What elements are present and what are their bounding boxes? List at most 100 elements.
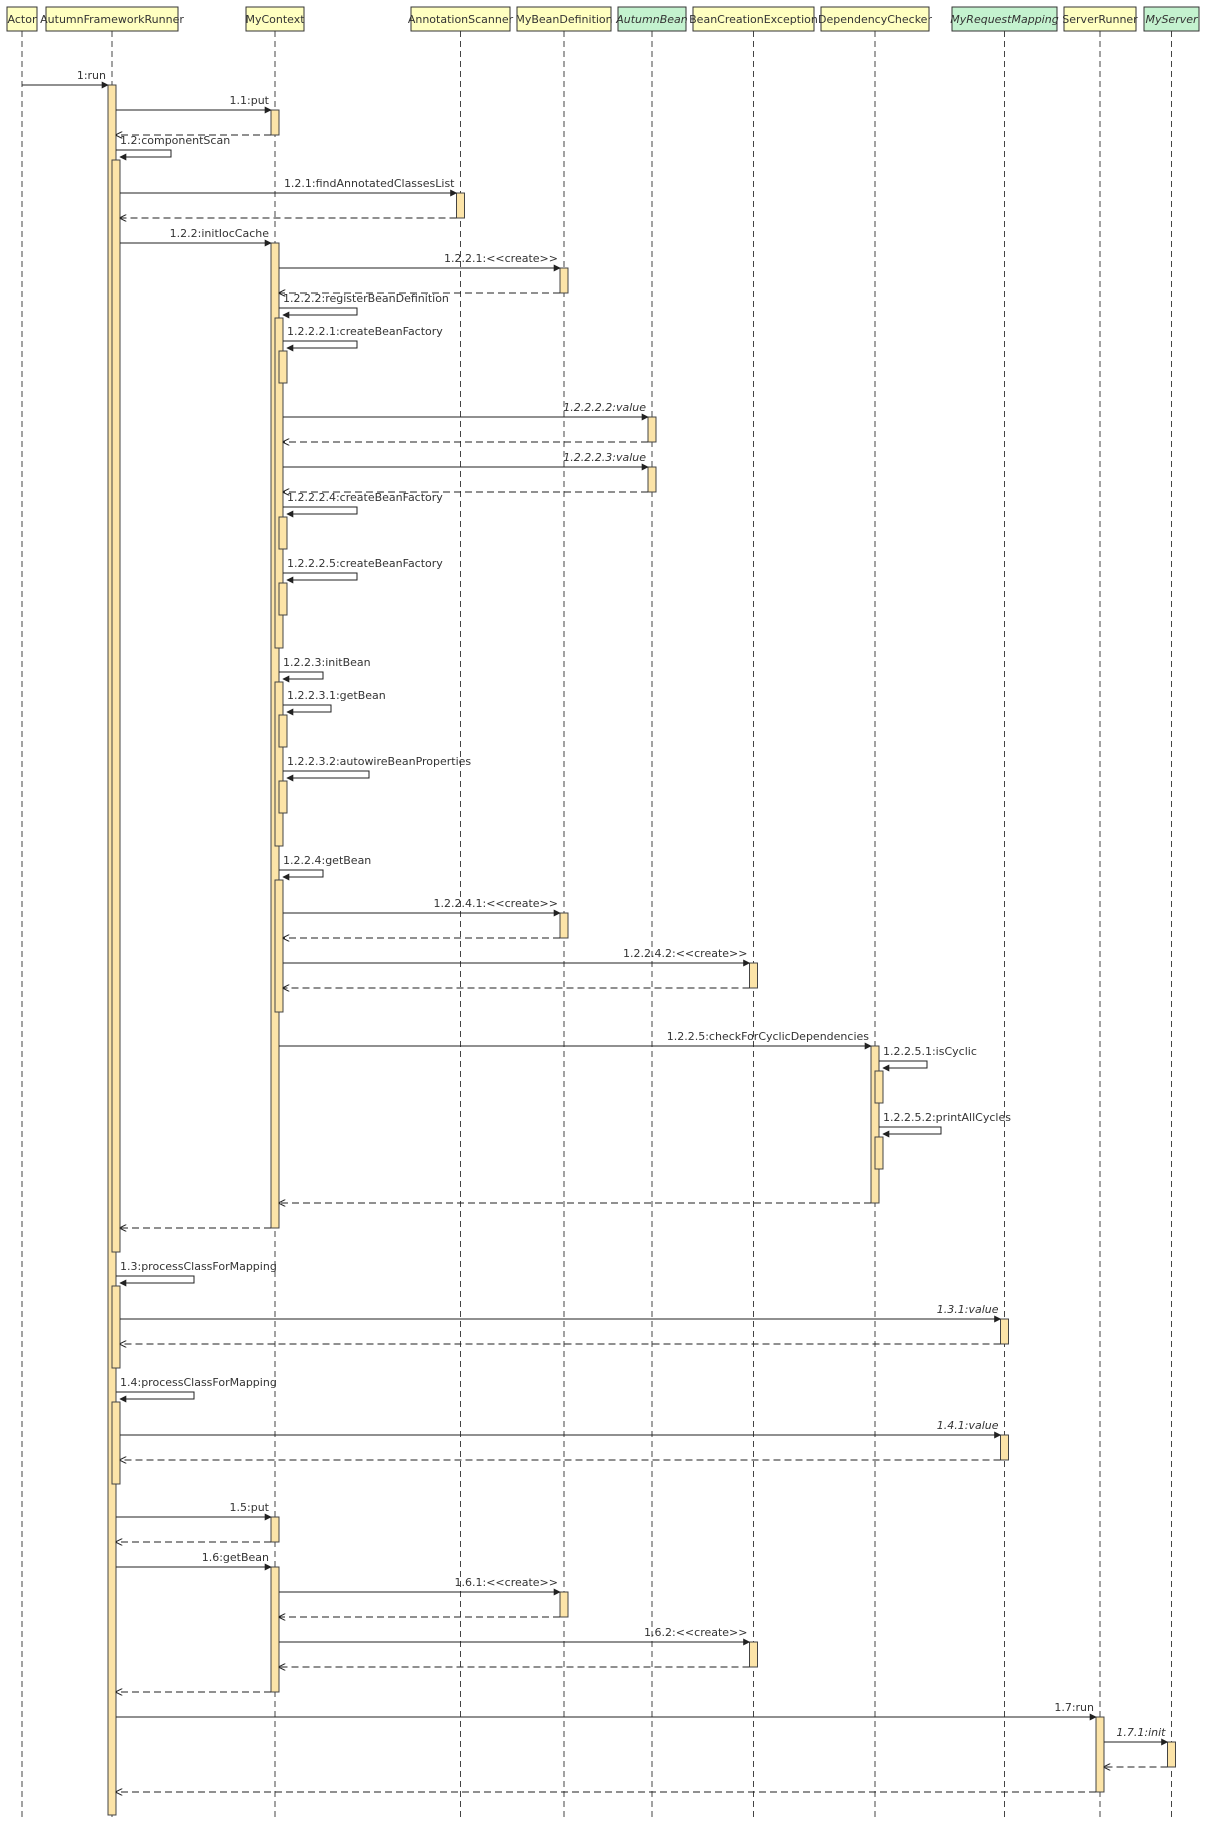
message-arrow	[116, 149, 172, 161]
message-arrow	[283, 506, 358, 518]
lifelines	[21, 31, 1172, 1820]
participant-box	[617, 6, 687, 32]
call-message[interactable]: 1.7.1:init	[1104, 1726, 1169, 1746]
activation-bar	[111, 1401, 121, 1485]
activations	[107, 84, 1176, 1816]
participant-label: BeanCreationException	[689, 13, 818, 26]
participant-scanner[interactable]: AnnotationScanner	[408, 6, 514, 32]
message-label: 1.5:put	[230, 1501, 270, 1514]
message-label: 1.6.1:<<create>>	[455, 1576, 558, 1589]
participant-srvrunner[interactable]: ServerRunner	[1062, 6, 1138, 32]
participant-box	[692, 6, 815, 32]
call-message[interactable]: 1.6.1:<<create>>	[279, 1576, 561, 1596]
self-message[interactable]: 1.2.2.5.1:isCyclic	[879, 1045, 977, 1072]
activation-bar	[274, 317, 284, 649]
self-message[interactable]: 1.2.2.3.2:autowireBeanProperties	[283, 755, 471, 782]
participant-beandef[interactable]: MyBeanDefinition	[515, 6, 613, 32]
participant-runner[interactable]: AutumnFrameworkRunner	[40, 6, 184, 32]
message-label: 1.3.1:value	[937, 1303, 999, 1316]
message-label: 1.7:run	[1054, 1701, 1094, 1714]
call-message[interactable]: 1:run	[22, 69, 109, 89]
participant-label: DependencyChecker	[818, 13, 932, 26]
message-label: 1.2.1:findAnnotatedClassesList	[284, 177, 455, 190]
activation-bar	[559, 912, 569, 939]
participant-label: MyServer	[1145, 13, 1199, 26]
participant-label: Actor	[8, 13, 37, 26]
message-label: 1.4.1:value	[937, 1419, 999, 1432]
self-message[interactable]: 1.2.2.3.1:getBean	[283, 689, 386, 716]
activation-bar	[1000, 1434, 1009, 1461]
message-label: 1.7.1:init	[1116, 1726, 1166, 1739]
self-message[interactable]: 1.4:processClassForMapping	[116, 1376, 277, 1403]
message-arrow	[283, 340, 358, 352]
activation-bar	[456, 192, 465, 219]
call-message[interactable]: 1.3.1:value	[120, 1303, 1002, 1323]
participant-dep[interactable]: DependencyChecker	[818, 6, 932, 32]
self-message[interactable]: 1.2.2.4:getBean	[279, 854, 371, 881]
message-label: 1.2.2.2.4:createBeanFactory	[287, 491, 443, 504]
call-message[interactable]: 1.2.2.2.3:value	[283, 451, 649, 471]
activation-bar	[278, 516, 288, 550]
activation-bar	[270, 109, 280, 136]
activation-bar	[111, 1285, 121, 1369]
participant-mapping[interactable]: MyRequestMapping	[950, 6, 1059, 32]
message-arrow	[116, 1275, 195, 1287]
call-message[interactable]: 1.6.2:<<create>>	[279, 1626, 751, 1646]
self-message[interactable]: 1.2.2.5.2:printAllCycles	[879, 1111, 1011, 1138]
call-message[interactable]: 1.2.2:initIocCache	[120, 227, 272, 247]
message-label: 1.6:getBean	[202, 1551, 269, 1564]
call-message[interactable]: 1.5:put	[116, 1501, 272, 1521]
self-message[interactable]: 1.2:componentScan	[116, 134, 230, 161]
activation-bar	[874, 1070, 884, 1104]
activation-bar	[274, 681, 284, 847]
call-message[interactable]: 1.6:getBean	[116, 1551, 272, 1571]
message-label: 1.1:put	[230, 94, 270, 107]
message-label: 1.2.2.3:initBean	[283, 656, 371, 669]
call-message[interactable]: 1.7:run	[116, 1701, 1097, 1721]
participant-box	[245, 6, 305, 32]
participant-box	[1143, 6, 1200, 32]
messages: 1:run 1.1:put 1.2:componentScan 1.2.1:findA…	[22, 69, 1169, 1792]
message-label: 1.2.2.5:checkForCyclicDependencies	[667, 1030, 870, 1043]
self-message[interactable]: 1.3:processClassForMapping	[116, 1260, 277, 1287]
message-arrow	[283, 704, 332, 716]
message-label: 1.4:processClassForMapping	[120, 1376, 277, 1389]
participant-server[interactable]: MyServer	[1143, 6, 1200, 32]
activation-bar	[270, 1516, 280, 1543]
call-message[interactable]: 1.1:put	[116, 94, 272, 114]
participant-bean[interactable]: AutumnBean	[615, 6, 688, 32]
participant-bce[interactable]: BeanCreationException	[689, 6, 818, 32]
self-message[interactable]: 1.2.2.2.4:createBeanFactory	[283, 491, 443, 518]
call-message[interactable]: 1.2.1:findAnnotatedClassesList	[120, 177, 458, 197]
activation-bar	[559, 1591, 569, 1618]
message-arrow	[283, 770, 370, 782]
message-label: 1.2.2.3.2:autowireBeanProperties	[287, 755, 471, 768]
participant-actor[interactable]: Actor	[6, 6, 38, 32]
self-message[interactable]: 1.2.2.2.5:createBeanFactory	[283, 557, 443, 584]
self-message[interactable]: 1.2.2.2.1:createBeanFactory	[283, 325, 443, 352]
participant-ctx[interactable]: MyContext	[245, 6, 305, 32]
activation-bar	[749, 1641, 758, 1668]
message-label: 1.2.2.4.1:<<create>>	[434, 897, 558, 910]
self-message[interactable]: 1.2.2.3:initBean	[279, 656, 371, 683]
participant-box	[45, 6, 179, 32]
participant-label: MyRequestMapping	[950, 13, 1058, 26]
participant-box	[410, 6, 511, 32]
activation-bar	[278, 714, 288, 748]
call-message[interactable]: 1.2.2.5:checkForCyclicDependencies	[279, 1030, 872, 1050]
message-arrow	[283, 572, 358, 584]
participant-label: MyBeanDefinition	[515, 13, 612, 26]
call-message[interactable]: 1.2.2.1:<<create>>	[279, 252, 561, 272]
participant-box	[951, 6, 1058, 32]
message-label: 1.2.2.3.1:getBean	[287, 689, 386, 702]
message-label: 1.2.2.2.1:createBeanFactory	[287, 325, 443, 338]
participant-label: AnnotationScanner	[408, 13, 514, 26]
call-message[interactable]: 1.2.2.2.2:value	[283, 401, 649, 421]
call-message[interactable]: 1.4.1:value	[120, 1419, 1002, 1439]
activation-bar	[278, 350, 288, 384]
self-message[interactable]: 1.2.2.2:registerBeanDefinition	[279, 292, 449, 319]
message-arrow	[116, 1391, 195, 1403]
call-message[interactable]: 1.2.2.4.1:<<create>>	[283, 897, 561, 917]
call-message[interactable]: 1.2.2.4.2:<<create>>	[283, 947, 751, 967]
